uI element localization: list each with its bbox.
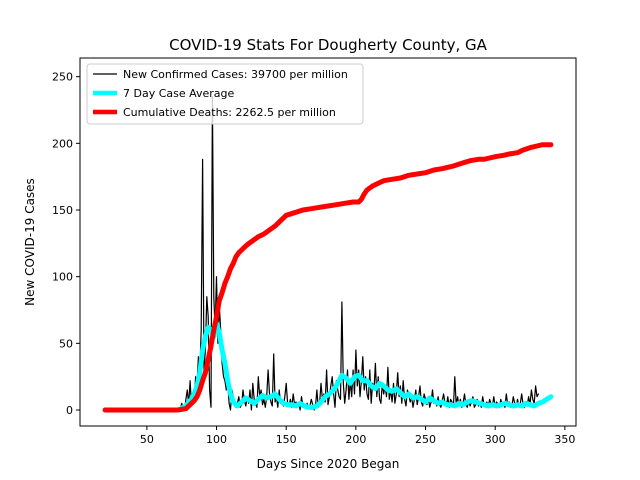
x-axis-ticks: 50 100 150 200 250 300 350 <box>140 426 575 446</box>
legend-label-cumulative-deaths: Cumulative Deaths: 2262.5 per million <box>123 106 336 119</box>
x-axis-label: Days Since 2020 Began <box>257 457 400 471</box>
legend-box <box>86 63 364 125</box>
y-tick-label: 250 <box>52 71 73 84</box>
legend-label-7day-average: 7 Day Case Average <box>123 87 235 100</box>
y-axis-label: New COVID-19 Cases <box>23 178 37 306</box>
x-tick-label: 250 <box>415 433 436 446</box>
x-tick-label: 300 <box>485 433 506 446</box>
y-axis-ticks: 0 50 100 150 200 250 <box>52 71 80 417</box>
y-tick-label: 0 <box>66 404 73 417</box>
y-tick-label: 200 <box>52 137 73 150</box>
x-tick-label: 350 <box>554 433 575 446</box>
y-tick-label: 50 <box>59 337 73 350</box>
x-tick-label: 50 <box>140 433 154 446</box>
series-layer <box>102 96 554 413</box>
x-tick-label: 100 <box>206 433 227 446</box>
y-tick-label: 100 <box>52 271 73 284</box>
series-line-cumulative-deaths <box>102 142 554 413</box>
x-tick-label: 150 <box>276 433 297 446</box>
legend: New Confirmed Cases: 39700 per million 7… <box>86 63 364 125</box>
x-tick-label: 200 <box>345 433 366 446</box>
series-line-7day-average <box>102 320 554 413</box>
chart-title: COVID-19 Stats For Dougherty County, GA <box>169 36 488 54</box>
y-tick-label: 150 <box>52 204 73 217</box>
plot-frame <box>79 57 577 427</box>
series-line-new-cases <box>104 96 540 411</box>
legend-label-new-cases: New Confirmed Cases: 39700 per million <box>123 68 348 81</box>
